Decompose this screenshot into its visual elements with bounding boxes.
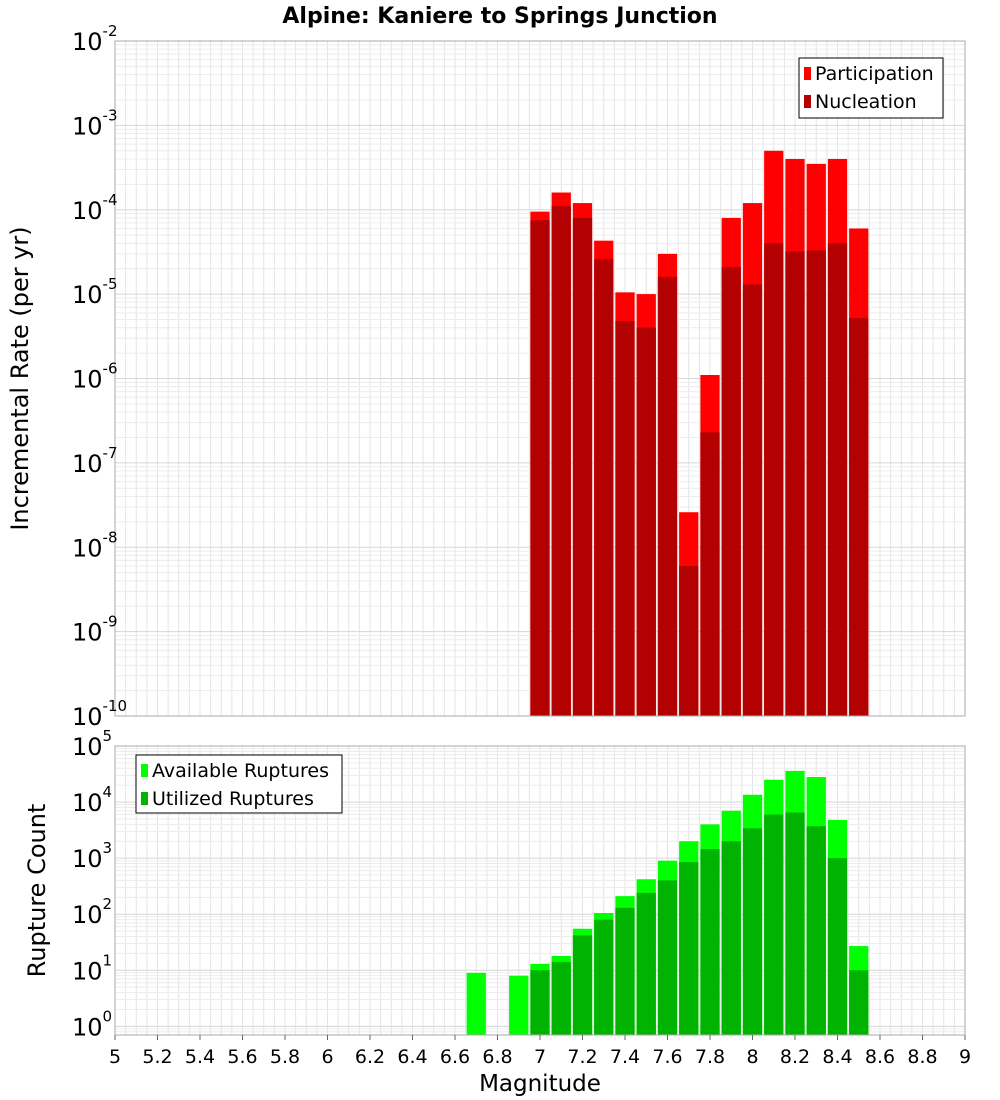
bar-nucleation xyxy=(764,243,784,717)
bar-nucleation xyxy=(849,318,869,716)
bar-utilized-ruptures xyxy=(636,892,656,1035)
legend-box xyxy=(135,754,343,814)
bar-nucleation xyxy=(657,276,678,716)
bar-utilized-ruptures xyxy=(721,841,741,1035)
legend-swatch xyxy=(141,792,148,805)
y-tick-label: 102 xyxy=(72,895,112,929)
y-tick-label: 10-5 xyxy=(72,275,118,309)
y-tick-label: 105 xyxy=(72,727,112,761)
x-tick-label: 5.6 xyxy=(227,1046,257,1068)
bar-utilized-ruptures xyxy=(679,862,699,1035)
bar-utilized-ruptures xyxy=(742,828,763,1035)
y-tick-label: 10-8 xyxy=(72,528,118,562)
bar-nucleation xyxy=(827,243,848,717)
y-tick-label: 10-10 xyxy=(72,697,127,731)
bar-nucleation xyxy=(594,259,614,716)
legend-label: Nucleation xyxy=(815,91,917,113)
x-tick-label: 7.8 xyxy=(695,1046,725,1068)
y-axis-label: Rupture Count xyxy=(23,804,51,978)
x-tick-label: 8.8 xyxy=(907,1046,937,1068)
legend-swatch xyxy=(804,67,811,80)
y-tick-label: 10-3 xyxy=(72,106,118,140)
bar-nucleation xyxy=(785,251,805,716)
bar-utilized-ruptures xyxy=(849,970,869,1035)
x-tick-label: 8 xyxy=(746,1046,758,1068)
x-tick-label: 8.2 xyxy=(780,1046,810,1068)
legend-swatch xyxy=(804,95,811,108)
legend-label: Participation xyxy=(815,63,934,85)
y-tick-label: 104 xyxy=(72,783,112,817)
x-tick-label: 6.6 xyxy=(440,1046,470,1068)
bar-nucleation xyxy=(551,206,571,716)
bar-nucleation xyxy=(636,327,656,716)
x-tick-label: 6.8 xyxy=(482,1046,512,1068)
chart-title: Alpine: Kaniere to Springs Junction xyxy=(282,4,718,29)
bars xyxy=(530,150,869,717)
bar-utilized-ruptures xyxy=(806,826,826,1035)
x-tick-label: 9 xyxy=(959,1046,971,1068)
legend: Available Ruptures Utilized Ruptures xyxy=(135,754,343,814)
bar-utilized-ruptures xyxy=(615,907,635,1035)
bar-nucleation xyxy=(530,220,550,717)
bar-utilized-ruptures xyxy=(700,849,720,1035)
x-axis-label: Magnitude xyxy=(479,1071,601,1097)
bar-nucleation xyxy=(615,321,635,716)
legend-box xyxy=(798,57,944,119)
x-tick-label: 8.6 xyxy=(865,1046,895,1068)
y-tick-label: 10-9 xyxy=(72,613,118,647)
y-tick-label: 10-7 xyxy=(72,444,118,478)
legend-swatch xyxy=(141,764,148,777)
x-tick-label: 7.2 xyxy=(567,1046,597,1068)
y-tick-label: 10-2 xyxy=(72,22,118,56)
bar-utilized-ruptures xyxy=(764,814,784,1035)
x-tick-label: 6.4 xyxy=(397,1046,427,1068)
bar-utilized-ruptures xyxy=(594,919,614,1035)
y-tick-label: 103 xyxy=(72,839,112,873)
bar-nucleation xyxy=(572,217,593,716)
bar-available-ruptures xyxy=(466,972,486,1035)
bar-nucleation xyxy=(679,565,699,716)
legend: Participation Nucleation xyxy=(798,57,944,119)
bar-utilized-ruptures xyxy=(785,812,805,1035)
bar-utilized-ruptures xyxy=(572,935,593,1035)
y-tick-label: 10-6 xyxy=(72,360,118,394)
y-tick-label: 101 xyxy=(72,951,112,985)
x-tick-label: 5.8 xyxy=(270,1046,300,1068)
legend-label: Available Ruptures xyxy=(152,760,329,782)
bar-nucleation xyxy=(742,284,763,716)
bar-available-ruptures xyxy=(509,975,529,1035)
x-tick-label: 5.2 xyxy=(142,1046,172,1068)
legend-label: Utilized Ruptures xyxy=(152,788,314,810)
x-tick-label: 7.4 xyxy=(610,1046,640,1068)
x-tick-label: 5.4 xyxy=(185,1046,215,1068)
bar-utilized-ruptures xyxy=(551,962,571,1035)
y-axis-label: Incremental Rate (per yr) xyxy=(6,226,34,530)
plot-frame xyxy=(114,40,966,717)
x-tick-label: 7 xyxy=(534,1046,546,1068)
bar-utilized-ruptures xyxy=(530,970,550,1035)
bar-utilized-ruptures xyxy=(827,858,848,1035)
bars xyxy=(466,770,869,1035)
x-tick-label: 6.2 xyxy=(355,1046,385,1068)
bar-nucleation xyxy=(700,432,720,716)
x-tick-label: 8.4 xyxy=(822,1046,852,1068)
bar-utilized-ruptures xyxy=(657,880,678,1035)
x-tick-label: 6 xyxy=(321,1046,333,1068)
y-tick-label: 10-4 xyxy=(72,191,118,225)
bar-nucleation xyxy=(721,266,741,716)
bar-nucleation xyxy=(806,250,826,717)
x-tick-label: 7.6 xyxy=(652,1046,682,1068)
y-tick-label: 100 xyxy=(72,1007,112,1041)
x-tick-label: 5 xyxy=(109,1046,121,1068)
